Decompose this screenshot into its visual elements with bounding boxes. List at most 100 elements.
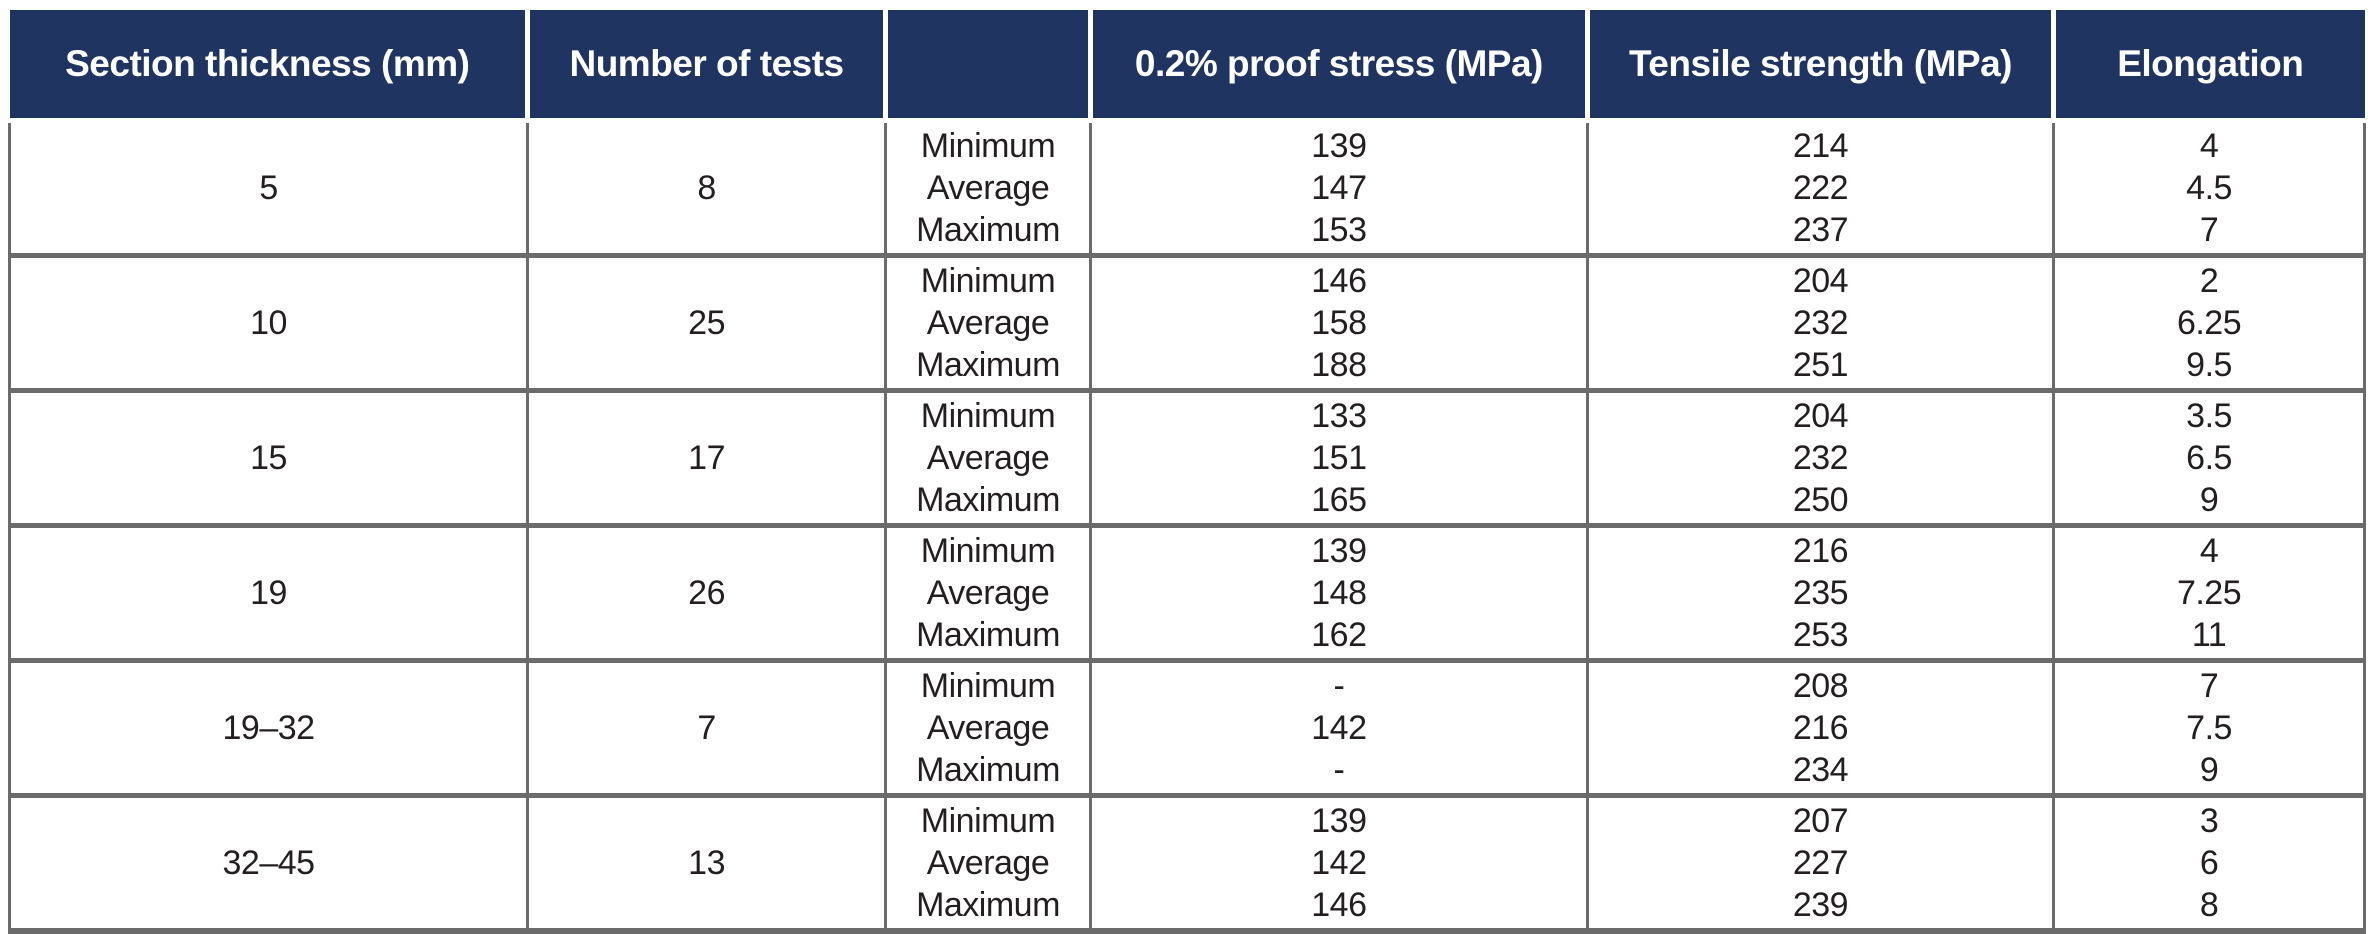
- proof-stress-value: 133: [1311, 397, 1367, 435]
- proof-stress-value: 188: [1311, 346, 1367, 384]
- elongation-cell: 4 4.5 7: [2052, 120, 2366, 258]
- tensile-strength-value: 222: [1792, 169, 1849, 207]
- stat-label: Minimum: [920, 127, 1056, 165]
- stat-label: Average: [926, 169, 1050, 207]
- elongation-value: 4: [2199, 127, 2219, 165]
- proof-stress-cell: 133 151 165: [1088, 388, 1589, 528]
- proof-stress-value: 146: [1311, 262, 1367, 300]
- tensile-strength-value: 208: [1792, 667, 1849, 705]
- elongation-cell: 4 7.25 11: [2052, 523, 2366, 663]
- elongation-cell: 2 6.25 9.5: [2052, 253, 2366, 393]
- stat-label: Minimum: [920, 532, 1056, 570]
- proof-stress-cell: - 142 -: [1088, 658, 1589, 798]
- tensile-strength-value: 253: [1792, 616, 1849, 654]
- elongation-cell: 7 7.5 9: [2052, 658, 2366, 798]
- table-row: 32–45 13 Minimum Average Maximum 139 142 146…: [7, 793, 2366, 934]
- proof-stress-cell: 139 142 146: [1088, 793, 1589, 934]
- number-of-tests-cell: 13: [526, 793, 888, 934]
- proof-stress-value: 146: [1311, 886, 1367, 924]
- tensile-strength-value: 251: [1792, 346, 1849, 384]
- stat-label: Average: [926, 844, 1050, 882]
- number-of-tests-cell: 7: [526, 658, 888, 798]
- table-row: 5 8 Minimum Average Maximum 139 147 153 214 2…: [7, 120, 2366, 258]
- proof-stress-value: 147: [1311, 169, 1367, 207]
- tensile-strength-value: 239: [1792, 886, 1849, 924]
- header-elongation: Elongation: [2051, 10, 2365, 123]
- proof-stress-value: -: [1333, 667, 1345, 705]
- elongation-value: 9: [2199, 481, 2219, 519]
- elongation-value: 2: [2199, 262, 2219, 300]
- elongation-cell: 3 6 8: [2052, 793, 2366, 934]
- proof-stress-value: 148: [1311, 574, 1367, 612]
- elongation-value: 7: [2199, 211, 2219, 249]
- proof-stress-value: 139: [1311, 532, 1367, 570]
- elongation-value: 6: [2199, 844, 2219, 882]
- proof-stress-cell: 146 158 188: [1088, 253, 1589, 393]
- stat-label: Average: [926, 574, 1050, 612]
- stat-label: Maximum: [916, 346, 1060, 384]
- number-of-tests-cell: 8: [526, 120, 888, 258]
- tensile-strength-value: 250: [1792, 481, 1849, 519]
- tensile-strength-value: 235: [1792, 574, 1849, 612]
- tensile-strength-value: 207: [1792, 802, 1849, 840]
- table-row: 10 25 Minimum Average Maximum 146 158 188 20…: [7, 253, 2366, 393]
- proof-stress-value: 142: [1311, 709, 1367, 747]
- elongation-value: 4: [2199, 532, 2219, 570]
- stat-label-cell: Minimum Average Maximum: [884, 253, 1092, 393]
- proof-stress-value: 142: [1311, 844, 1367, 882]
- proof-stress-value: -: [1333, 751, 1345, 789]
- tensile-strength-cell: 216 235 253: [1585, 523, 2056, 663]
- elongation-value: 7.25: [2176, 574, 2242, 612]
- proof-stress-cell: 139 147 153: [1088, 120, 1589, 258]
- number-of-tests-cell: 26: [526, 523, 888, 663]
- stat-label-cell: Minimum Average Maximum: [884, 120, 1092, 258]
- proof-stress-value: 153: [1311, 211, 1367, 249]
- table-body: 5 8 Minimum Average Maximum 139 147 153 214 2…: [7, 120, 2366, 934]
- table-row: 19 26 Minimum Average Maximum 139 148 162 21…: [7, 523, 2366, 663]
- number-of-tests-cell: 17: [526, 388, 888, 528]
- elongation-value: 7.5: [2186, 709, 2232, 747]
- tensile-strength-value: 232: [1792, 439, 1849, 477]
- stat-label: Maximum: [916, 886, 1060, 924]
- table-header-row: Section thickness (mm) Number of tests 0…: [9, 10, 2365, 123]
- stat-label: Average: [926, 709, 1050, 747]
- number-of-tests-cell: 25: [526, 253, 888, 393]
- proof-stress-value: 139: [1311, 127, 1367, 165]
- section-thickness-cell: 5: [7, 120, 530, 258]
- table-row: 19–32 7 Minimum Average Maximum -142- 208 2…: [7, 658, 2366, 798]
- tensile-strength-value: 232: [1792, 304, 1849, 342]
- proof-stress-value: 151: [1311, 439, 1367, 477]
- stat-label: Average: [926, 304, 1050, 342]
- stat-label-cell: Minimum Average Maximum: [884, 793, 1092, 934]
- stat-label-cell: Minimum Average Maximum: [884, 523, 1092, 663]
- stat-label-cell: Minimum Average Maximum: [884, 388, 1092, 528]
- tensile-strength-cell: 204 232 250: [1585, 388, 2056, 528]
- stat-label: Minimum: [920, 802, 1056, 840]
- elongation-value: 3.5: [2186, 397, 2232, 435]
- elongation-value: 11: [2191, 616, 2227, 654]
- tensile-strength-value: 204: [1792, 262, 1849, 300]
- tensile-strength-cell: 207 227 239: [1585, 793, 2056, 934]
- stat-label: Maximum: [916, 751, 1060, 789]
- proof-stress-cell: 139 148 162: [1088, 523, 1589, 663]
- stat-label: Average: [926, 439, 1050, 477]
- header-stat-blank: [883, 10, 1091, 123]
- section-thickness-cell: 10: [7, 253, 530, 393]
- elongation-value: 7: [2199, 667, 2219, 705]
- stat-label: Minimum: [920, 397, 1056, 435]
- stat-label: Maximum: [916, 616, 1060, 654]
- tensile-strength-value: 216: [1792, 532, 1849, 570]
- elongation-cell: 3.5 6.5 9: [2052, 388, 2366, 528]
- elongation-value: 9.5: [2186, 346, 2232, 384]
- stat-label: Maximum: [916, 481, 1060, 519]
- tensile-strength-cell: 204 232 251: [1585, 253, 2056, 393]
- proof-stress-value: 139: [1311, 802, 1367, 840]
- elongation-value: 8: [2199, 886, 2219, 924]
- elongation-value: 6.5: [2186, 439, 2232, 477]
- elongation-value: 9: [2199, 751, 2219, 789]
- tensile-strength-value: 227: [1792, 844, 1849, 882]
- header-section-thickness: Section thickness (mm): [9, 10, 528, 123]
- tensile-strength-value: 237: [1792, 211, 1849, 249]
- tensile-strength-cell: 214 222 237: [1585, 120, 2056, 258]
